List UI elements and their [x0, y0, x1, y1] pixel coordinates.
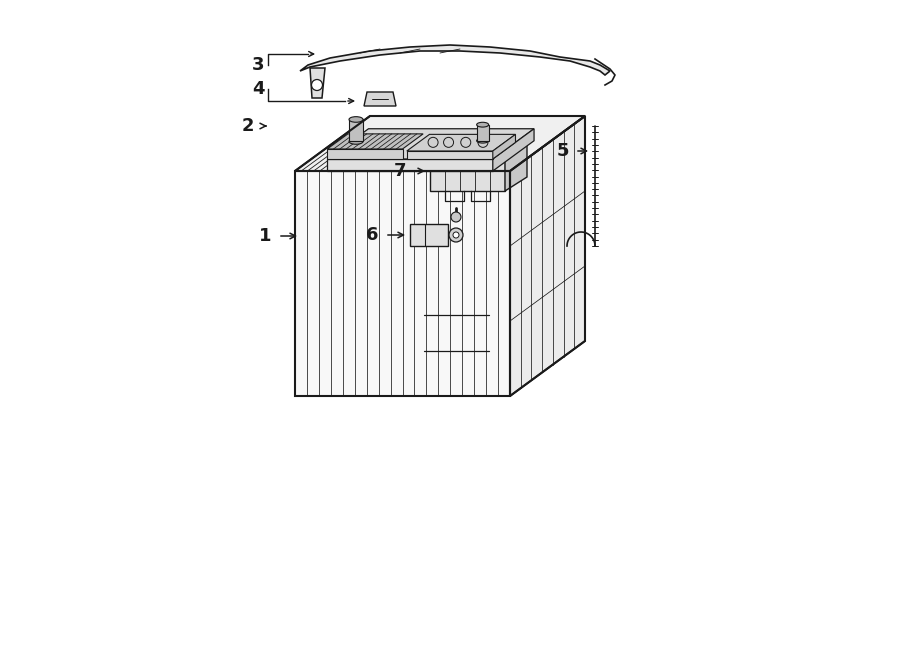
- Polygon shape: [493, 134, 516, 159]
- Polygon shape: [310, 68, 325, 98]
- Text: 4: 4: [252, 80, 265, 98]
- Polygon shape: [430, 137, 527, 151]
- Text: 6: 6: [365, 226, 378, 244]
- Ellipse shape: [477, 122, 489, 127]
- Circle shape: [451, 212, 461, 222]
- Polygon shape: [430, 151, 505, 191]
- Polygon shape: [295, 171, 510, 396]
- Circle shape: [444, 137, 454, 147]
- Text: 2: 2: [242, 117, 254, 135]
- Circle shape: [453, 232, 459, 238]
- Text: 7: 7: [394, 162, 406, 180]
- Circle shape: [428, 137, 438, 147]
- Polygon shape: [328, 149, 402, 159]
- Text: 3: 3: [252, 56, 265, 74]
- Polygon shape: [349, 120, 363, 141]
- Ellipse shape: [349, 116, 363, 122]
- Ellipse shape: [477, 138, 489, 143]
- Circle shape: [449, 228, 463, 242]
- Polygon shape: [295, 116, 585, 171]
- Text: 1: 1: [259, 227, 271, 245]
- Circle shape: [461, 137, 471, 147]
- Polygon shape: [328, 129, 534, 159]
- Polygon shape: [364, 92, 396, 106]
- Circle shape: [311, 79, 322, 91]
- Text: 5: 5: [557, 142, 569, 160]
- Polygon shape: [493, 129, 534, 171]
- Polygon shape: [510, 116, 585, 396]
- Circle shape: [478, 137, 488, 147]
- Polygon shape: [328, 159, 493, 171]
- Ellipse shape: [349, 139, 363, 144]
- Polygon shape: [407, 151, 493, 159]
- Polygon shape: [328, 134, 423, 149]
- Polygon shape: [410, 224, 448, 246]
- Polygon shape: [505, 137, 527, 191]
- Polygon shape: [477, 125, 489, 141]
- Polygon shape: [407, 134, 516, 151]
- Polygon shape: [300, 45, 610, 75]
